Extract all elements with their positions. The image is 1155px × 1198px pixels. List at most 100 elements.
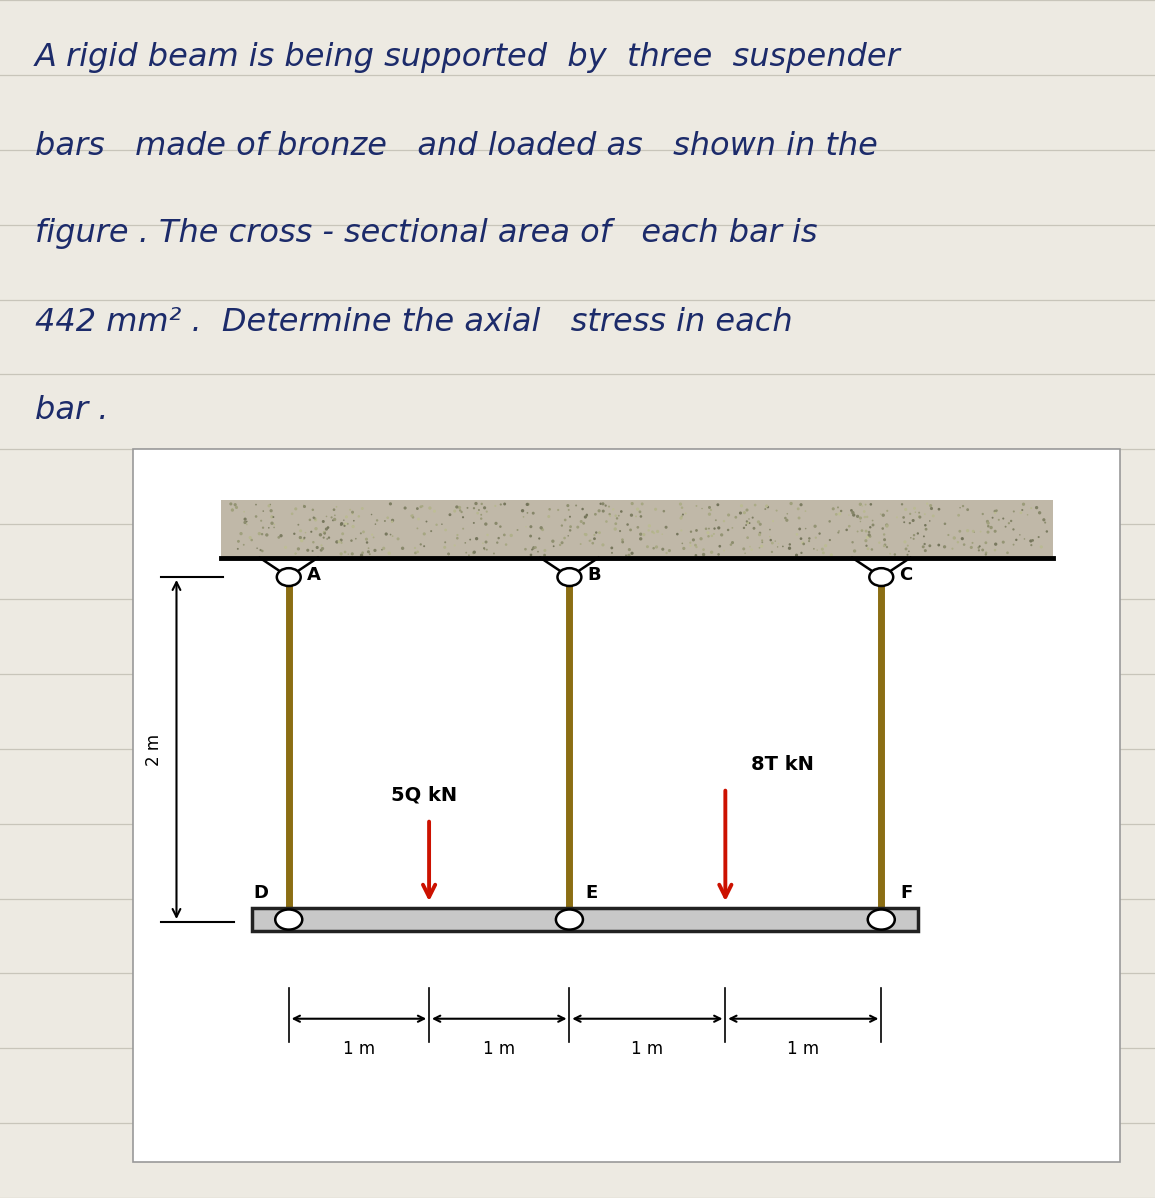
Point [824,500,842,519]
Point [252,540,270,559]
Text: 1 m: 1 m [788,1040,819,1058]
Point [899,536,917,555]
Point [295,530,313,549]
Point [875,536,894,555]
Point [895,513,914,532]
Point [936,514,954,533]
Point [326,506,344,525]
Point [792,543,811,562]
Point [632,507,650,526]
Point [331,544,350,563]
Point [464,498,483,518]
Point [792,495,811,514]
Point [800,532,819,551]
Point [574,514,593,533]
Point [699,524,717,543]
Point [715,541,733,561]
Point [916,504,934,524]
Point [413,497,432,516]
Point [735,539,753,558]
Point [549,501,567,520]
Point [1022,536,1041,555]
Point [722,536,740,555]
Text: figure . The cross - sectional area of   each bar is: figure . The cross - sectional area of e… [35,218,817,249]
Point [808,540,827,559]
Point [843,503,862,522]
Point [327,497,345,516]
Point [228,498,246,518]
Point [580,531,598,550]
Point [791,530,810,549]
Point [918,494,937,513]
Point [490,528,508,547]
Point [291,521,310,540]
Point [766,532,784,551]
Point [854,496,872,515]
Point [238,515,256,534]
Point [894,508,912,527]
Point [334,525,352,544]
Circle shape [870,568,893,586]
Point [313,539,331,558]
Point [983,508,1001,527]
Text: 8T kN: 8T kN [751,755,814,774]
Point [844,506,863,525]
Point [1030,503,1049,522]
Point [681,522,700,541]
Point [472,506,491,525]
Point [532,519,551,538]
Point [461,530,479,549]
Point [997,518,1015,537]
Point [736,544,754,563]
Point [922,496,940,515]
Point [895,532,914,551]
Point [415,525,433,544]
Point [335,515,353,534]
Point [969,538,988,557]
Point [377,525,395,544]
Point [657,544,676,563]
Point [404,508,423,527]
Point [553,533,572,552]
Point [740,514,759,533]
Point [1005,536,1023,555]
Point [732,496,751,515]
Point [427,515,446,534]
Point [627,507,646,526]
Point [720,506,738,525]
Point [677,504,695,524]
Point [790,520,808,539]
Point [1001,512,1020,531]
Point [963,533,982,552]
Point [751,515,769,534]
Point [684,531,702,550]
Point [352,545,371,564]
Point [408,500,426,519]
Point [870,533,888,552]
Point [286,544,305,563]
Point [843,533,862,552]
Point [297,524,315,543]
Point [668,525,686,544]
Point [409,543,427,562]
Point [312,536,330,555]
Point [495,495,514,514]
Point [599,497,618,516]
Point [477,514,495,533]
Point [254,518,273,537]
Point [751,525,769,544]
Point [851,495,870,514]
Point [359,543,378,562]
Point [353,498,372,518]
Point [623,494,641,513]
Point [576,525,595,544]
Text: 1 m: 1 m [632,1040,663,1058]
Point [874,537,893,556]
Point [405,538,424,557]
Point [358,533,377,552]
Point [389,530,408,549]
Point [978,514,997,533]
Point [901,514,919,533]
Point [315,522,334,541]
Point [970,540,989,559]
